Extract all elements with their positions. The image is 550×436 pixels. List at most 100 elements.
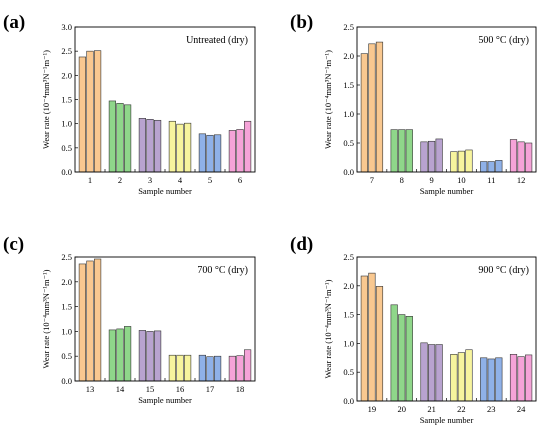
x-tick-label: 22 (457, 404, 466, 414)
x-axis-title: Sample number (138, 395, 192, 405)
bar (420, 141, 428, 173)
x-tick-label: 15 (146, 384, 155, 394)
chart-panel-3: (c) 700 °C (dry) 13 14 15 16 17 18 0.0 0.5 1.0 1.5 2… (3, 234, 256, 405)
x-axis-title: Sample number (138, 186, 192, 196)
y-tick-label: 0.5 (61, 351, 72, 361)
x-tick-label: 16 (176, 384, 185, 394)
y-tick-label: 0.0 (61, 167, 72, 177)
y-tick-label: 2.5 (343, 252, 354, 262)
bar (480, 357, 488, 402)
chart-panel-4: (d) 900 °C (dry) 19 20 21 22 23 24 0.0 0.5 1.0 1.5 2… (290, 234, 537, 425)
bar (108, 329, 116, 382)
x-tick-label: 4 (178, 175, 183, 185)
y-tick-label: 2.0 (61, 70, 72, 80)
y-tick-label: 1.5 (61, 95, 72, 105)
x-tick-label: 21 (427, 404, 436, 414)
x-tick-label: 1 (88, 175, 92, 185)
y-tick-label: 1.0 (61, 326, 72, 336)
bar (405, 316, 413, 402)
y-tick-label: 3.0 (61, 22, 72, 32)
bar (375, 286, 384, 402)
panel-letter: (a) (3, 12, 25, 33)
y-tick-label: 2.5 (343, 22, 354, 32)
bar (420, 342, 428, 402)
bar (244, 349, 252, 382)
x-tick-label: 13 (86, 384, 95, 394)
y-axis-title: Wear rate (10⁻⁴mm³N⁻¹m⁻¹) (41, 50, 51, 149)
x-tick-label: 12 (517, 175, 526, 185)
chart-panel-2: (b) 500 °C (dry) 7 8 9 10 11 12 0.0 0.5 1.0 1.5 2.0 2… (290, 12, 537, 196)
bar (360, 275, 368, 402)
y-tick-label: 2.5 (61, 46, 72, 56)
bar (495, 357, 503, 402)
bar (525, 142, 533, 173)
y-axis-title: Wear rate (10⁻⁴mm³N⁻¹m⁻¹) (41, 269, 51, 368)
y-tick-label: 1.5 (343, 310, 354, 320)
panel-annotation: 500 °C (dry) (478, 35, 529, 46)
bar (509, 139, 518, 173)
bar (176, 354, 184, 382)
chart-panel-1: (a) Untreated (dry) 1 2 3 4 5 6 0.0 0.5 1.0 1.5 2.0 2… (3, 12, 256, 196)
y-tick-label: 0.5 (343, 367, 354, 377)
y-tick-label: 1.5 (61, 302, 72, 312)
bar (487, 358, 495, 402)
bar (487, 161, 495, 173)
bar (390, 129, 398, 173)
y-axis-title: Wear rate (10⁻⁴mm³N⁻¹m⁻¹) (323, 50, 333, 149)
y-tick-label: 1.0 (343, 338, 354, 348)
bar (184, 354, 192, 382)
bar (176, 123, 184, 173)
x-tick-label: 6 (238, 175, 242, 185)
bar (509, 354, 518, 402)
bar (214, 134, 222, 173)
bar (116, 103, 124, 173)
x-tick-label: 18 (236, 384, 245, 394)
x-tick-label: 11 (487, 175, 495, 185)
bar (236, 129, 244, 173)
bar (435, 138, 443, 173)
bar (184, 122, 192, 173)
bar (457, 352, 465, 402)
y-tick-label: 2.5 (61, 252, 72, 262)
bar (206, 134, 214, 173)
y-tick-label: 1.0 (343, 109, 354, 119)
bar (214, 355, 222, 382)
bar (168, 354, 177, 382)
plot-frame (356, 256, 537, 402)
y-axis-title: Wear rate (10⁻⁴mm³N⁻¹m⁻¹) (323, 279, 333, 378)
y-tick-label: 0.5 (343, 138, 354, 148)
bar (428, 344, 436, 402)
panel-letter: (d) (290, 234, 313, 255)
bar (168, 120, 177, 173)
bar (525, 354, 533, 402)
bar (78, 56, 86, 173)
x-tick-label: 10 (457, 175, 466, 185)
panel-letter: (b) (290, 12, 313, 33)
bar (368, 43, 376, 173)
bar (360, 53, 368, 173)
bar (154, 330, 162, 382)
bar (86, 260, 94, 382)
x-tick-label: 3 (148, 175, 152, 185)
bar (375, 41, 384, 173)
bar (236, 355, 244, 382)
bar (138, 118, 147, 173)
bar (495, 160, 503, 173)
panel-annotation: Untreated (dry) (186, 35, 248, 46)
y-tick-label: 0.5 (61, 143, 72, 153)
bar (368, 272, 376, 402)
bar (390, 304, 398, 402)
x-tick-label: 24 (517, 404, 526, 414)
y-tick-label: 2.0 (343, 51, 354, 61)
bar (94, 50, 102, 173)
panel-annotation: 700 °C (dry) (197, 265, 248, 276)
x-tick-label: 23 (487, 404, 496, 414)
bar (465, 349, 473, 402)
bar (198, 354, 207, 382)
x-tick-label: 2 (118, 175, 122, 185)
bar (146, 331, 154, 382)
x-tick-label: 8 (400, 175, 404, 185)
bar (457, 150, 465, 173)
bar (146, 119, 154, 173)
